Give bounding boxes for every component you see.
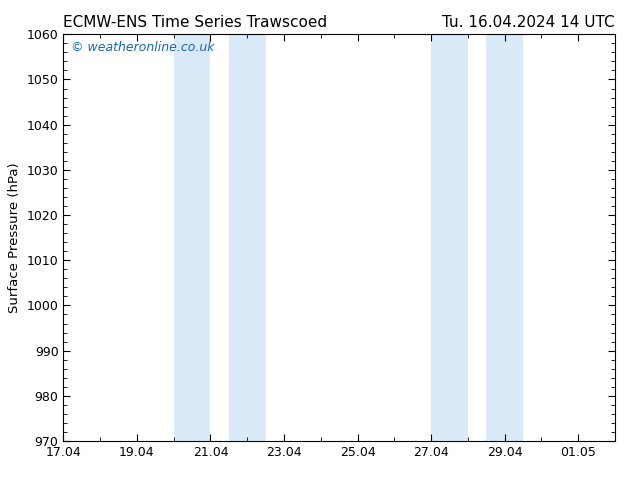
Bar — [229, 34, 266, 441]
Text: Tu. 16.04.2024 14 UTC: Tu. 16.04.2024 14 UTC — [443, 15, 615, 30]
Text: © weatheronline.co.uk: © weatheronline.co.uk — [71, 41, 214, 54]
Bar — [486, 34, 523, 441]
Bar — [174, 34, 210, 441]
Y-axis label: Surface Pressure (hPa): Surface Pressure (hPa) — [8, 162, 21, 313]
Bar — [431, 34, 468, 441]
Text: ECMW-ENS Time Series Trawscoed: ECMW-ENS Time Series Trawscoed — [63, 15, 328, 30]
